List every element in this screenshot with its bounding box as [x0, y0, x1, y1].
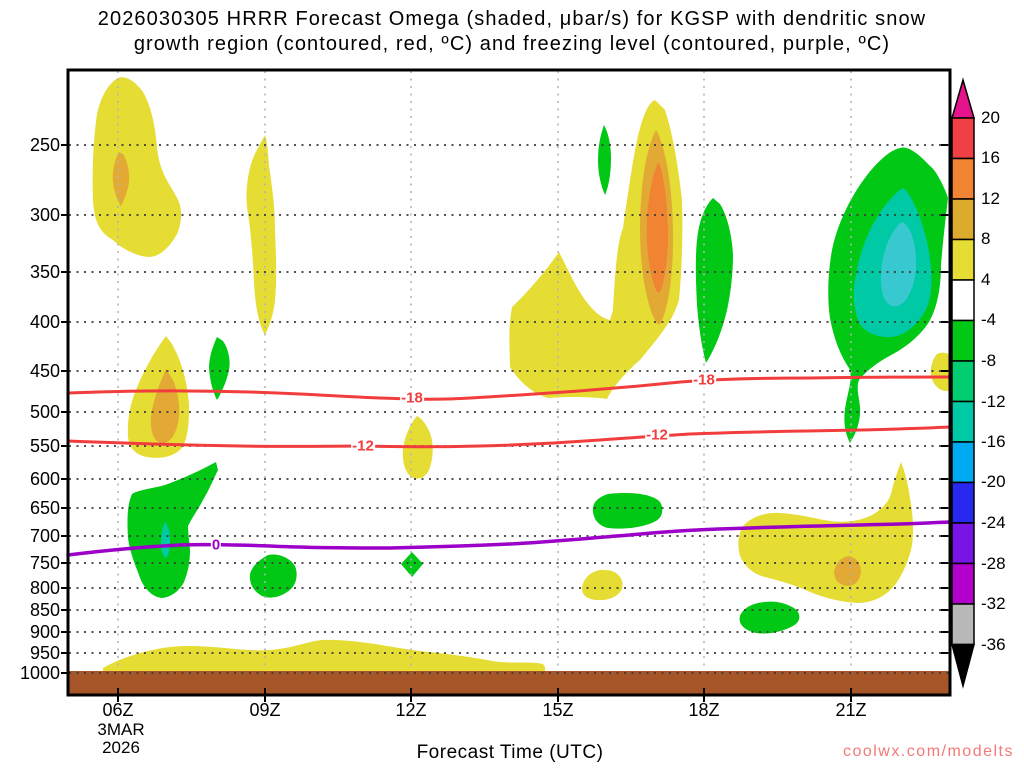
gridlines [69, 71, 949, 674]
y-tick-700: 700 [29, 526, 60, 546]
x-axis-title: Forecast Time (UTC) [416, 742, 604, 763]
cb-label-m16: -16 [981, 432, 1006, 451]
contour-label-minus18-b: -18 [692, 371, 716, 389]
y-tick-300: 300 [29, 205, 60, 225]
cb-label-m20: -20 [981, 472, 1006, 491]
colorbar [951, 77, 975, 689]
y-tick-250: 250 [29, 135, 60, 155]
y-tick-800: 800 [29, 578, 60, 598]
cb-label-m24: -24 [981, 513, 1006, 532]
colorbar-top-triangle [951, 77, 975, 119]
cb-label-4: 4 [981, 270, 991, 289]
contour-lines [66, 375, 952, 557]
chart-title-line1: 2026030305 HRRR Forecast Omega (shaded, … [97, 8, 927, 30]
cb-label-16: 16 [981, 148, 1000, 167]
cb-label-m12: -12 [981, 392, 1006, 411]
cb-label-m4: -4 [981, 310, 997, 329]
x-tick-18z: 18Z [688, 700, 720, 720]
y-tick-750: 750 [29, 553, 60, 573]
y-tick-550: 550 [29, 436, 60, 456]
y-tick-1000: 1000 [19, 663, 60, 683]
cb-label-20: 20 [981, 108, 1000, 127]
y-tick-400: 400 [29, 312, 60, 332]
chart-title-line2: growth region (contoured, red, ºC) and f… [133, 33, 891, 55]
y-tick-500: 500 [29, 402, 60, 422]
x-tick-06z: 06Z [102, 700, 134, 720]
contour-label-minus12-a: -12 [351, 437, 375, 455]
x-tick-15z: 15Z [542, 700, 574, 720]
cb-label-m28: -28 [981, 554, 1006, 573]
colorbar-bottom-triangle [951, 643, 975, 689]
x-tick-09z: 09Z [249, 700, 281, 720]
y-tick-350: 350 [29, 262, 60, 282]
contour-label-minus18-a: -18 [400, 389, 424, 407]
x-axis-date-line1: 3MAR [97, 720, 145, 739]
omega-gold-core-1 [112, 152, 130, 206]
cb-label-m36: -36 [981, 635, 1006, 654]
omega-shaded-regions [92, 77, 950, 671]
x-tick-12z: 12Z [395, 700, 427, 720]
axis-ticks [61, 144, 948, 702]
x-tick-21z: 21Z [835, 700, 867, 720]
contour-freezing-level [66, 520, 952, 557]
contour-label-minus12-b: -12 [645, 426, 669, 444]
cb-label-m8: -8 [981, 351, 997, 370]
x-axis-date-line2: 2026 [102, 738, 140, 757]
surface-ground-bar [69, 671, 949, 694]
cb-label-8: 8 [981, 229, 991, 248]
y-tick-950: 950 [29, 643, 60, 663]
y-tick-850: 850 [29, 600, 60, 620]
contour-minus12 [66, 425, 952, 449]
plot-frame [66, 68, 952, 697]
y-tick-600: 600 [29, 469, 60, 489]
cb-label-m32: -32 [981, 594, 1006, 613]
y-tick-450: 450 [29, 361, 60, 381]
y-tick-650: 650 [29, 498, 60, 518]
contour-minus18 [66, 375, 952, 401]
cb-label-12: 12 [981, 189, 1000, 208]
y-tick-900: 900 [29, 622, 60, 642]
contour-label-freezing: 0 [210, 536, 222, 554]
watermark-link[interactable]: coolwx.com/modelts [842, 743, 1014, 760]
